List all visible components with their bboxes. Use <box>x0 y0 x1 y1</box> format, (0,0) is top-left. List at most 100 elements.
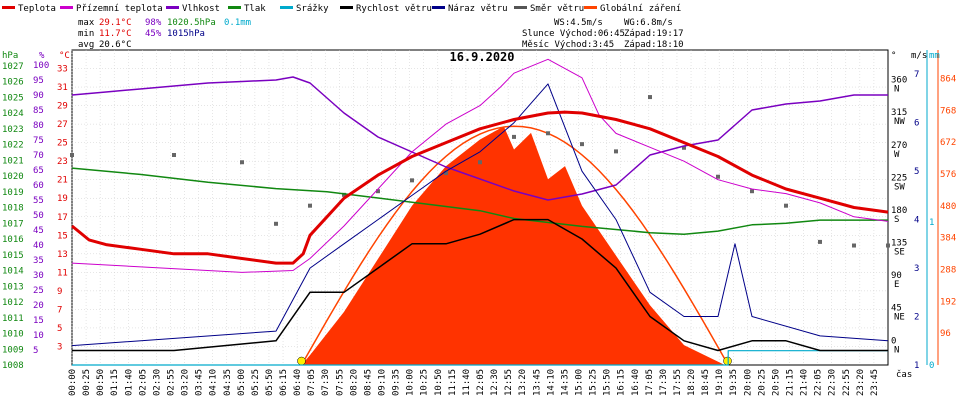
axis-tick-pressure: 1016 <box>2 235 24 245</box>
axis-tick-time: 08:45 <box>363 369 373 396</box>
axis-tick-mm: 1 <box>929 218 934 228</box>
axis-tick-humidity: 90 <box>33 91 44 101</box>
wind-dir-point <box>852 243 856 248</box>
series-srazky <box>72 350 888 366</box>
axis-tick-pressure: 1019 <box>2 188 24 198</box>
axis-tick-time: 15:25 <box>589 369 599 396</box>
legend-swatch <box>584 6 597 9</box>
series-globalni-zareni <box>301 126 725 365</box>
axis-tick-humidity: 20 <box>33 301 44 311</box>
axis-tick-humidity: 70 <box>33 151 44 161</box>
legend-swatch <box>166 6 179 9</box>
axis-tick-wm2: 384 <box>940 234 956 244</box>
wind-dir-point <box>818 239 822 244</box>
axis-tick-time: 10:50 <box>434 369 444 396</box>
stat-avg-temp: 20.6°C <box>99 40 132 50</box>
wind-dir-point <box>886 243 890 248</box>
axis-tick-dir: 315 <box>891 108 907 118</box>
series-teplota <box>71 110 889 265</box>
axis-tick-pressure: 1011 <box>2 314 24 324</box>
axis-tick-dir-letter: N <box>894 345 899 355</box>
wind-dir-point <box>682 145 686 150</box>
axis-tick-humidity: 75 <box>33 136 44 146</box>
axis-tick-ms: 5 <box>914 167 919 177</box>
axis-tick-temp: 21 <box>57 176 68 186</box>
axis-tick-humidity: 50 <box>33 211 44 221</box>
legend-label: Náraz větru <box>448 4 508 14</box>
axis-tick-time: 07:05 <box>307 369 317 396</box>
axis-tick-pressure: 1009 <box>2 345 24 355</box>
axis-tick-time: 20:50 <box>771 369 781 396</box>
axis-tick-pressure: 1022 <box>2 141 24 151</box>
axis-tick-time: 10:00 <box>406 369 416 396</box>
axis-tick-time: 00:50 <box>96 369 106 396</box>
legend-label: Tlak <box>244 4 266 14</box>
axis-tick-time: 13:45 <box>532 369 542 396</box>
axis-unit-temp: °C <box>59 51 70 61</box>
info-sun-set: Západ:19:17 <box>624 29 684 39</box>
wind-dir-point <box>750 189 754 194</box>
info-moon-set: Západ:18:10 <box>624 40 684 50</box>
legend-swatch <box>514 6 527 9</box>
series-rychlost-vetru <box>72 218 888 352</box>
wind-dir-point <box>376 189 380 194</box>
axis-tick-temp: 15 <box>57 231 68 241</box>
axis-tick-dir-letter: W <box>894 150 900 160</box>
axis-tick-time: 15:50 <box>603 369 613 396</box>
axis-tick-humidity: 40 <box>33 241 44 251</box>
axis-tick-dir-letter: SW <box>894 182 905 192</box>
axis-tick-time: 05:25 <box>251 369 261 396</box>
wind-dir-point <box>342 192 346 197</box>
series-vlhkost <box>71 76 888 201</box>
axis-tick-time: 10:25 <box>420 369 430 396</box>
axis-tick-time: 22:05 <box>814 369 824 396</box>
axis-tick-temp: 9 <box>57 287 62 297</box>
axis-tick-wm2: 192 <box>940 297 956 307</box>
axis-tick-dir-letter: SE <box>894 248 905 258</box>
axis-tick-humidity: 80 <box>33 121 44 131</box>
info-sun: Slunce Východ:06:45 <box>522 29 625 39</box>
wind-dir-point <box>240 160 244 165</box>
axis-unit-dir: ° <box>891 51 896 61</box>
axis-tick-humidity: 5 <box>33 346 38 356</box>
series-naraz-vetru <box>71 83 889 347</box>
axis-tick-pressure: 1015 <box>2 251 24 261</box>
info-moon: Měsíc Východ:3:45 <box>522 40 614 50</box>
wind-dir-point <box>614 149 618 154</box>
axis-tick-time: 22:55 <box>842 369 852 396</box>
axis-tick-pressure: 1010 <box>2 330 24 340</box>
legend-label: Vlhkost <box>182 4 220 14</box>
axis-tick-temp: 23 <box>57 157 68 167</box>
axis-tick-ms: 2 <box>914 313 919 323</box>
axis-tick-temp: 3 <box>57 342 62 352</box>
axis-tick-time: 12:55 <box>504 369 514 396</box>
legend-swatch <box>340 6 353 9</box>
wind-dir-point <box>70 153 74 157</box>
axis-tick-time: 06:15 <box>279 369 289 396</box>
axis-tick-temp: 25 <box>57 139 68 149</box>
axis-tick-time: 04:10 <box>209 369 219 396</box>
axis-tick-time: 01:15 <box>110 369 120 396</box>
axis-tick-humidity: 10 <box>33 331 44 341</box>
sunset-marker <box>723 356 732 366</box>
series-prizemni-teplota <box>71 58 889 273</box>
axis-tick-dir: 360 <box>891 76 907 86</box>
axis-tick-wm2: 864 <box>940 75 956 85</box>
chart-title: 16.9.2020 <box>449 50 514 64</box>
info-wg: WG:6.8m/s <box>624 18 673 28</box>
axis-tick-time: 09:10 <box>378 369 388 396</box>
axis-unit-ms: m/s <box>911 51 927 61</box>
axis-tick-pressure: 1008 <box>2 361 24 371</box>
axis-tick-time: 02:05 <box>138 369 148 396</box>
stat-min-label: min <box>78 29 94 39</box>
stat-max-rain: 0.1mm <box>224 18 251 28</box>
legend-swatch <box>228 6 241 9</box>
axis-tick-pressure: 1024 <box>2 109 24 119</box>
axis-tick-time: 05:50 <box>265 369 275 396</box>
axis-tick-dir: 0 <box>891 336 896 346</box>
axis-tick-temp: 11 <box>57 268 68 278</box>
sun-arc <box>300 125 728 366</box>
axis-tick-pressure: 1014 <box>2 267 24 277</box>
axis-tick-time: 02:30 <box>152 369 162 396</box>
axis-tick-time: 03:45 <box>195 369 205 396</box>
